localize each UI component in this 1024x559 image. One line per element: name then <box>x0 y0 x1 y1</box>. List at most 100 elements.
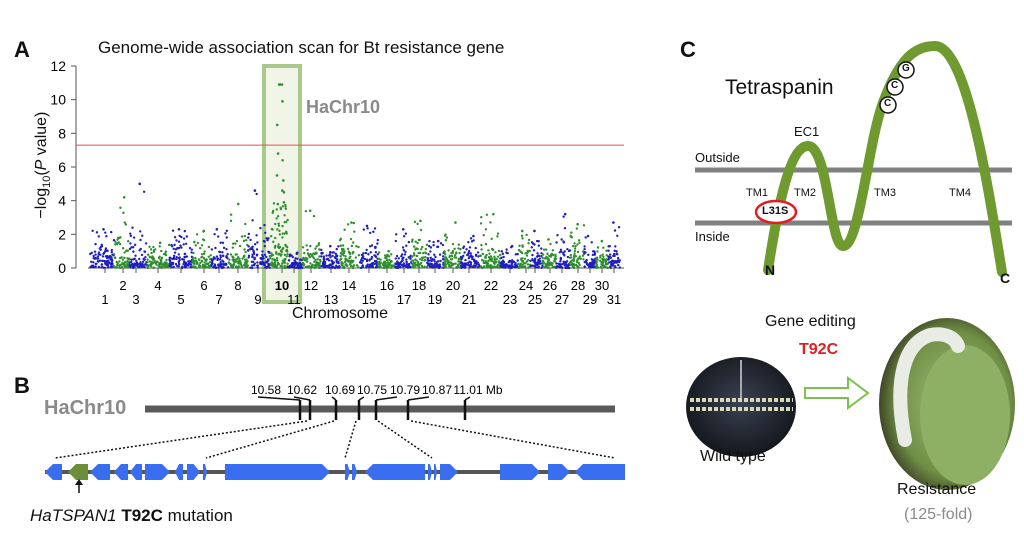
data-point <box>106 255 110 259</box>
data-point <box>334 256 337 260</box>
data-point <box>190 248 193 251</box>
data-point <box>193 265 197 268</box>
x-axis-label: Chromosome <box>292 305 389 322</box>
data-point <box>242 264 246 267</box>
data-point <box>546 252 549 255</box>
data-point <box>295 266 299 269</box>
data-point <box>222 246 226 250</box>
data-point <box>566 247 569 251</box>
data-point <box>542 261 546 264</box>
data-point <box>587 253 590 257</box>
data-point <box>480 216 483 219</box>
data-point <box>244 266 247 269</box>
data-point <box>270 227 274 231</box>
data-point <box>343 260 347 264</box>
data-point <box>225 255 228 258</box>
data-point <box>583 265 586 268</box>
x-tick-label: 21 <box>462 292 476 307</box>
data-point <box>94 242 97 246</box>
data-point <box>581 254 585 257</box>
data-point <box>467 241 470 244</box>
position-label: 10.87 <box>422 383 452 397</box>
data-point <box>383 254 387 257</box>
data-point <box>219 256 223 259</box>
data-point <box>172 247 175 250</box>
data-point <box>459 248 462 251</box>
data-point <box>235 257 239 261</box>
data-point <box>596 258 599 261</box>
data-point <box>591 266 595 269</box>
data-point <box>521 237 524 240</box>
data-point <box>593 265 596 268</box>
data-point <box>441 255 445 258</box>
data-point <box>230 265 233 268</box>
data-point <box>370 244 374 247</box>
data-point <box>187 264 190 267</box>
gene-arrow <box>352 464 357 480</box>
data-point <box>99 248 102 251</box>
x-tick-label: 1 <box>101 292 108 307</box>
data-point <box>453 247 456 251</box>
data-point <box>255 192 258 196</box>
data-point <box>586 234 590 238</box>
data-point <box>578 255 582 258</box>
tm1-label: TM1 <box>746 187 768 199</box>
data-point <box>570 231 573 234</box>
y-tick-label: 0 <box>58 260 66 276</box>
data-point <box>370 264 374 267</box>
data-point <box>475 263 478 266</box>
data-point <box>317 241 321 245</box>
data-point <box>432 244 435 247</box>
data-point <box>114 240 117 243</box>
data-point <box>433 262 437 265</box>
data-point <box>118 242 122 246</box>
data-point <box>152 258 155 262</box>
data-point <box>531 253 534 257</box>
data-point <box>555 241 558 244</box>
data-point <box>126 240 130 243</box>
data-point <box>96 257 100 260</box>
data-point <box>480 243 483 247</box>
data-point <box>436 265 439 268</box>
data-point <box>306 248 309 252</box>
data-point <box>352 250 355 254</box>
data-point <box>468 246 472 249</box>
data-point <box>178 256 181 259</box>
data-point <box>272 240 275 244</box>
data-point <box>444 239 448 242</box>
data-point <box>602 246 605 249</box>
residue-label: C <box>891 80 899 91</box>
data-point <box>618 259 621 262</box>
data-point <box>425 243 429 247</box>
data-point <box>329 256 332 259</box>
data-point <box>538 257 541 260</box>
data-point <box>281 259 284 262</box>
data-point <box>382 263 385 267</box>
data-point <box>339 254 342 258</box>
data-point <box>269 257 272 260</box>
data-point <box>492 260 496 263</box>
data-point <box>469 237 473 240</box>
data-point <box>253 262 257 265</box>
data-point <box>244 250 247 254</box>
data-point <box>528 249 531 253</box>
data-point <box>290 254 293 257</box>
data-point <box>487 249 490 252</box>
position-leader <box>293 396 311 401</box>
data-point <box>270 235 273 238</box>
data-point <box>377 251 381 254</box>
data-point <box>339 244 343 247</box>
data-point <box>361 259 365 262</box>
data-point <box>595 260 598 264</box>
data-point <box>611 264 615 267</box>
data-point <box>402 249 406 252</box>
data-point <box>276 228 279 231</box>
data-point <box>283 232 286 235</box>
data-point <box>247 248 250 252</box>
x-tick-label: 15 <box>362 292 376 307</box>
data-point <box>578 241 581 245</box>
data-point <box>224 263 228 266</box>
data-point <box>376 238 380 242</box>
gene-arrow <box>45 464 62 480</box>
position-label: 10.79 <box>390 383 420 397</box>
